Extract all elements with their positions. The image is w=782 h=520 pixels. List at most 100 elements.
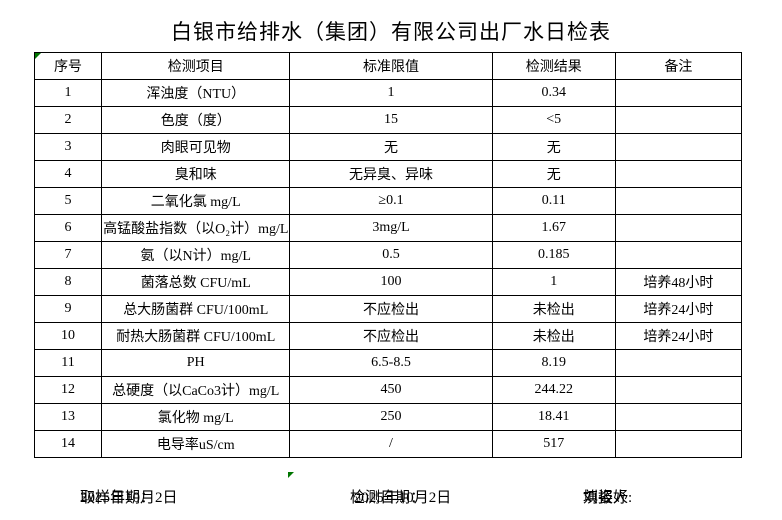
col-header-limit: 标准限值 [289, 52, 493, 80]
cell-item: 氯化物 mg/L [101, 403, 291, 431]
cell-note [614, 106, 743, 134]
cell-no: 13 [33, 403, 103, 431]
cell-item: 肉眼可见物 [101, 133, 291, 161]
cell-limit: 3mg/L [289, 214, 493, 242]
cell-item: 总大肠菌群 CFU/100mL [101, 295, 291, 323]
cell-item: 二氧化氯 mg/L [101, 187, 291, 215]
table-row: 8 菌落总数 CFU/mL 100 1 培养48小时 [33, 268, 743, 296]
cell-no: 1 [33, 79, 103, 107]
cell-limit: / [289, 430, 493, 458]
cell-no: 7 [33, 241, 103, 269]
table-row: 10 耐热大肠菌群 CFU/100mL 不应检出 未检出 培养24小时 [33, 322, 743, 350]
cell-no: 11 [33, 349, 103, 377]
table-header: 序号 检测项目 标准限值 检测结果 备注 [33, 52, 743, 80]
cell-result: 18.41 [491, 403, 616, 431]
table-row: 13 氯化物 mg/L 250 18.41 [33, 403, 743, 431]
reporter-label: 填报人: [583, 490, 633, 506]
table-row: 4 臭和味 无异臭、异味无 [33, 160, 743, 188]
cell-no: 12 [33, 376, 103, 404]
col-header-note: 备注 [614, 52, 743, 80]
footer: 取样日期： 2025年10月2日 检测日期： 2025年10月2日 填报人: 刘姿妤 [0, 486, 782, 506]
cell-note [614, 241, 743, 269]
test-date-value: 2025年10月2日 [353, 490, 452, 506]
test-date: 检测日期： 2025年10月2日 [350, 486, 451, 506]
cell-item: 色度（度） [101, 106, 291, 134]
cell-limit: 1 [289, 79, 493, 107]
cell-result: 1.67 [491, 214, 616, 242]
cell-note [614, 430, 743, 458]
cell-limit: 100 [289, 268, 493, 296]
table-row: 14 电导率uS/cm/517 [33, 430, 743, 458]
table-row: 3 肉眼可见物无无 [33, 133, 743, 161]
col-header-item: 检测项目 [101, 52, 291, 80]
cell-no: 14 [33, 430, 103, 458]
cell-note: 培养48小时 [614, 268, 743, 296]
sample-date-label: 取样日期： [80, 490, 156, 506]
cell-item: 总硬度（以CaCo3计）mg/L [101, 376, 291, 404]
cell-limit: 15 [289, 106, 493, 134]
cell-corner-marker-icon [288, 472, 294, 478]
cell-limit: 450 [289, 376, 493, 404]
cell-limit: 无 [289, 133, 493, 161]
table-row: 7 氨（以N计）mg/L 0.5 0.185 [33, 241, 743, 269]
table-row: 2 色度（度） 15 <5 [33, 106, 743, 134]
cell-result: 8.19 [491, 349, 616, 377]
cell-result: <5 [491, 106, 616, 134]
cell-result: 0.11 [491, 187, 616, 215]
cell-item: 耐热大肠菌群 CFU/100mL [101, 322, 291, 350]
table-row: 1 浑浊度（NTU） 1 0.34 [33, 79, 743, 107]
cell-result: 1 [491, 268, 616, 296]
cell-note [614, 376, 743, 404]
cell-no: 6 [33, 214, 103, 242]
cell-item: 浑浊度（NTU） [101, 79, 291, 107]
cell-note [614, 349, 743, 377]
table-body: 1 浑浊度（NTU） 1 0.34 2 色度（度） 15 <5 3 肉眼可见物无无 4 臭和味 无异臭、… [33, 79, 743, 458]
cell-result: 无 [491, 160, 616, 188]
cell-result: 0.185 [491, 241, 616, 269]
cell-corner-marker-icon [35, 53, 41, 59]
cell-limit: 6.5-8.5 [289, 349, 493, 377]
cell-item: 氨（以N计）mg/L [101, 241, 291, 269]
cell-item: 电导率uS/cm [101, 430, 291, 458]
cell-note: 培养24小时 [614, 295, 743, 323]
cell-no: 9 [33, 295, 103, 323]
cell-no: 5 [33, 187, 103, 215]
cell-limit: 不应检出 [289, 322, 493, 350]
cell-result: 0.34 [491, 79, 616, 107]
cell-limit: 无异臭、异味 [289, 160, 493, 188]
table-row: 9 总大肠菌群 CFU/100mL 不应检出 未检出 培养24小时 [33, 295, 743, 323]
cell-no: 2 [33, 106, 103, 134]
table-row: 11 PH 6.5-8.5 8.19 [33, 349, 743, 377]
header-row: 序号 检测项目 标准限值 检测结果 备注 [33, 52, 743, 80]
col-header-result: 检测结果 [491, 52, 616, 80]
cell-limit: ≥0.1 [289, 187, 493, 215]
sample-date-value: 2025年10月2日 [80, 490, 178, 506]
cell-limit: 250 [289, 403, 493, 431]
cell-result: 517 [491, 430, 616, 458]
test-date-label: 检测日期： [350, 490, 426, 506]
cell-note [614, 160, 743, 188]
cell-no: 8 [33, 268, 103, 296]
cell-result: 无 [491, 133, 616, 161]
cell-result: 未检出 [491, 295, 616, 323]
cell-limit: 0.5 [289, 241, 493, 269]
cell-item: 菌落总数 CFU/mL [101, 268, 291, 296]
cell-no: 10 [33, 322, 103, 350]
cell-note [614, 403, 743, 431]
cell-item: PH [101, 349, 291, 377]
table-row: 6 高锰酸盐指数（以O₂计）mg/L 3mg/L 1.67 [33, 214, 743, 242]
cell-note [614, 214, 743, 242]
reporter-name: 刘姿妤 [583, 490, 629, 506]
cell-note [614, 187, 743, 215]
cell-note [614, 133, 743, 161]
page-title: 白银市给排水（集团）有限公司出厂水日检表 [171, 20, 611, 44]
col-header-no: 序号 [33, 52, 103, 80]
table-row: 5 二氧化氯 mg/L ≥0.1 0.11 [33, 187, 743, 215]
cell-item: 高锰酸盐指数（以O₂计）mg/L [101, 214, 291, 242]
water-daily-check-table: 序号 检测项目 标准限值 检测结果 备注 1 浑浊度（NTU） 1 0.34 2 色度（度） 15 <… [33, 52, 743, 458]
cell-note: 培养24小时 [614, 322, 743, 350]
cell-item: 臭和味 [101, 160, 291, 188]
cell-limit: 不应检出 [289, 295, 493, 323]
table-row: 12 总硬度（以CaCo3计）mg/L 450 244.22 [33, 376, 743, 404]
cell-no: 4 [33, 160, 103, 188]
